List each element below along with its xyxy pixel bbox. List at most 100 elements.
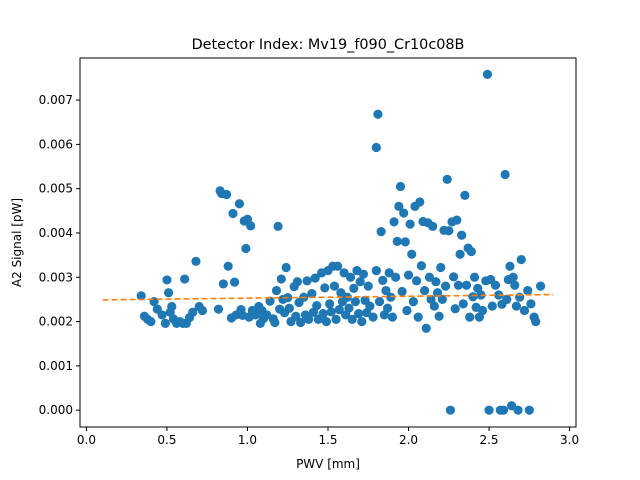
data-point-135 xyxy=(415,197,425,207)
data-point-153 xyxy=(444,226,454,236)
x-tick-label-1: 0.5 xyxy=(157,433,176,447)
y-tick-label-7: 0.007 xyxy=(39,93,73,107)
data-point-149 xyxy=(437,294,447,305)
data-point-121 xyxy=(392,236,402,246)
data-point-51 xyxy=(271,285,282,296)
data-point-158 xyxy=(452,215,462,225)
x-tick-label-4: 2.0 xyxy=(399,433,418,447)
data-point-40 xyxy=(246,221,256,231)
data-point-162 xyxy=(458,299,468,309)
data-point-86 xyxy=(334,305,344,315)
data-point-22 xyxy=(197,305,207,316)
data-point-69 xyxy=(304,314,314,324)
x-tick-label-6: 3.0 xyxy=(560,433,579,447)
data-point-59 xyxy=(284,303,294,313)
y-tick-label-3: 0.003 xyxy=(39,270,73,284)
x-tick-label-3: 1.5 xyxy=(318,433,337,447)
x-tick-label-0: 0.0 xyxy=(77,433,96,447)
data-point-148 xyxy=(436,262,446,273)
data-point-83 xyxy=(329,281,340,291)
data-point-139 xyxy=(421,323,431,333)
data-point-70 xyxy=(307,289,317,299)
data-point-62 xyxy=(291,311,301,321)
data-point-193 xyxy=(513,405,523,415)
data-point-26 xyxy=(218,279,228,289)
data-point-118 xyxy=(387,312,398,322)
data-point-198 xyxy=(524,405,534,415)
axis-ticks: 0.0 0.5 1.0 1.5 2.0 2.5 3.0 0.000 0.001 0.002 0.00… xyxy=(39,93,579,447)
data-point-123 xyxy=(395,181,406,192)
data-point-78 xyxy=(321,316,331,327)
data-point-108 xyxy=(371,266,381,276)
data-point-42 xyxy=(250,310,261,320)
data-point-73 xyxy=(312,301,322,311)
data-point-156 xyxy=(449,272,459,282)
data-point-99 xyxy=(355,277,365,287)
data-point-190 xyxy=(508,272,518,282)
x-axis-label: PWV [mm] xyxy=(296,457,360,471)
data-point-134 xyxy=(413,312,423,322)
data-point-161 xyxy=(457,230,467,240)
data-point-147 xyxy=(434,311,444,321)
data-point-80 xyxy=(325,299,335,309)
data-point-77 xyxy=(320,283,330,293)
data-point-81 xyxy=(326,307,336,317)
data-point-72 xyxy=(310,273,320,283)
data-point-19 xyxy=(188,307,198,317)
data-point-84 xyxy=(331,314,341,324)
data-point-125 xyxy=(399,208,409,218)
data-point-109 xyxy=(373,109,383,119)
data-point-167 xyxy=(466,246,476,257)
data-point-48 xyxy=(265,296,275,306)
data-marks xyxy=(102,69,554,415)
data-point-166 xyxy=(465,312,475,322)
data-point-184 xyxy=(498,405,509,415)
data-point-87 xyxy=(336,288,346,298)
data-point-159 xyxy=(453,280,464,290)
data-point-119 xyxy=(389,217,399,227)
data-point-94 xyxy=(347,314,357,324)
data-point-126 xyxy=(400,237,410,247)
data-point-30 xyxy=(228,208,238,219)
data-point-194 xyxy=(515,292,525,302)
data-point-197 xyxy=(523,285,533,296)
y-axis-label: A2 Signal [pW] xyxy=(10,198,24,287)
data-point-195 xyxy=(516,254,526,265)
data-point-114 xyxy=(381,285,391,296)
data-point-186 xyxy=(502,294,512,305)
data-point-177 xyxy=(484,405,494,415)
data-point-11 xyxy=(167,301,177,312)
data-point-169 xyxy=(469,272,480,282)
data-point-191 xyxy=(510,280,520,290)
data-point-105 xyxy=(365,301,375,311)
data-point-33 xyxy=(234,199,245,209)
y-tick-label-5: 0.005 xyxy=(39,182,73,196)
data-point-101 xyxy=(358,269,369,279)
data-point-37 xyxy=(241,243,251,254)
data-point-192 xyxy=(511,301,522,311)
data-point-196 xyxy=(519,305,530,316)
data-point-93 xyxy=(345,272,356,282)
y-tick-label-2: 0.002 xyxy=(39,315,73,329)
y-tick-label-1: 0.001 xyxy=(39,359,73,373)
data-point-124 xyxy=(397,286,407,297)
data-point-6 xyxy=(157,310,167,320)
data-point-131 xyxy=(408,297,418,307)
data-point-98 xyxy=(354,309,364,319)
data-point-104 xyxy=(363,281,373,291)
data-point-127 xyxy=(402,305,412,316)
data-point-138 xyxy=(420,285,430,296)
data-point-110 xyxy=(374,297,385,307)
data-point-157 xyxy=(450,304,460,314)
data-point-130 xyxy=(407,249,417,259)
data-point-106 xyxy=(368,312,378,322)
chart-title: Detector Index: Mv19_f090_Cr10c08B xyxy=(192,37,465,53)
data-point-180 xyxy=(490,280,501,290)
data-point-199 xyxy=(526,299,536,309)
data-point-27 xyxy=(221,189,232,200)
data-point-160 xyxy=(455,249,465,259)
data-point-115 xyxy=(382,303,393,313)
data-point-95 xyxy=(349,283,359,293)
data-point-152 xyxy=(442,174,452,184)
